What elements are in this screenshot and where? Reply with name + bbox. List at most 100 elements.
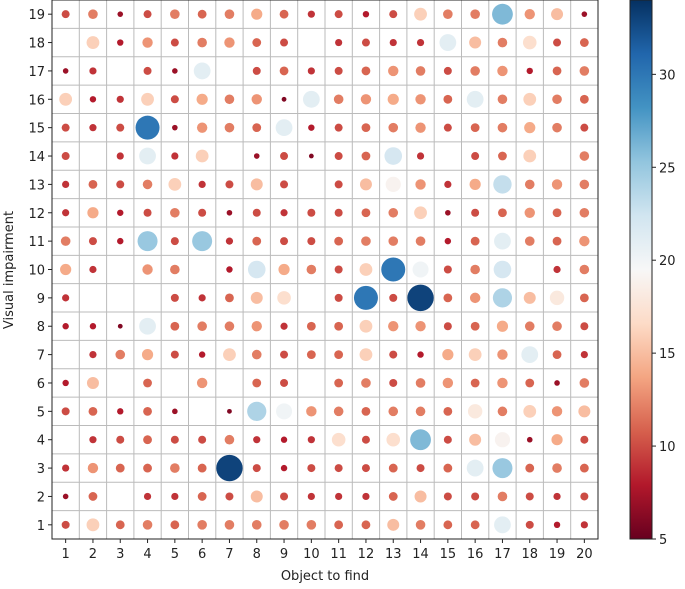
bubble: [361, 435, 370, 444]
bubble: [443, 435, 452, 444]
y-tick-label: 1: [37, 519, 45, 534]
bubble: [135, 115, 160, 140]
bubble: [308, 124, 315, 131]
bubble: [60, 263, 72, 276]
bubble: [307, 208, 316, 217]
bubble: [580, 322, 589, 331]
bubble: [361, 520, 371, 530]
bubble: [225, 293, 234, 303]
bubble: [334, 180, 343, 189]
bubble: [388, 492, 398, 501]
bubble: [198, 294, 206, 302]
bubble: [442, 349, 454, 361]
bubble: [302, 90, 320, 108]
bubble: [170, 9, 180, 19]
bubble: [226, 266, 233, 273]
bubble: [198, 435, 207, 444]
x-tick-label: 2: [89, 547, 97, 562]
bubble: [307, 492, 315, 501]
bubble: [359, 178, 372, 191]
bubble: [171, 492, 179, 501]
bubble: [334, 378, 344, 388]
bubble: [415, 179, 426, 190]
bubble: [522, 35, 537, 50]
bubble: [388, 321, 399, 332]
bubble: [333, 406, 344, 417]
bubble: [280, 464, 288, 472]
colorbar-tick-label: 20: [659, 254, 676, 269]
bubble: [252, 123, 262, 133]
bubble: [172, 68, 178, 74]
bubble: [251, 94, 262, 105]
bubble: [62, 294, 70, 302]
bubble: [280, 350, 289, 359]
bubble: [361, 378, 371, 388]
bubble: [388, 207, 399, 218]
bubble: [553, 265, 561, 274]
bubble: [469, 292, 481, 304]
bubble: [494, 232, 511, 250]
x-tick-label: 8: [253, 547, 261, 562]
bubble: [279, 66, 289, 76]
bubble: [552, 463, 562, 473]
bubble: [387, 518, 400, 531]
bubble: [225, 492, 234, 501]
bubble: [442, 377, 454, 389]
bubble: [335, 38, 343, 47]
bubble: [334, 66, 343, 75]
bubble: [552, 236, 562, 246]
bubble: [251, 321, 262, 332]
bubble: [334, 520, 344, 530]
bubble: [88, 9, 98, 19]
bubble: [579, 151, 590, 161]
bubble: [526, 67, 533, 75]
bubble: [552, 122, 562, 133]
bubble: [172, 408, 178, 415]
bubble: [141, 92, 154, 106]
y-tick-label: 12: [28, 207, 45, 222]
bubble: [415, 66, 426, 76]
bubble: [62, 493, 69, 500]
bubble: [551, 179, 563, 190]
bubble: [497, 37, 508, 48]
bubble: [524, 179, 535, 190]
bubble: [142, 179, 153, 190]
bubble: [86, 376, 99, 389]
bubble: [61, 407, 70, 416]
y-tick-label: 19: [28, 8, 45, 23]
bubble: [62, 209, 70, 217]
bubble: [361, 406, 371, 416]
bubble: [252, 66, 261, 75]
bubble: [170, 463, 180, 473]
bubble: [280, 152, 289, 161]
bubble: [524, 236, 535, 246]
bubble: [359, 319, 373, 333]
bubble: [197, 520, 207, 530]
x-tick-label: 3: [116, 547, 124, 562]
bubble: [578, 405, 591, 418]
bubble: [143, 208, 152, 217]
bubble: [334, 265, 343, 274]
bubble: [143, 463, 152, 473]
bubble: [193, 62, 211, 80]
bubble: [443, 94, 453, 104]
bubble: [361, 123, 371, 133]
bubble: [59, 92, 73, 106]
bubble: [89, 124, 97, 132]
bubble: [88, 179, 98, 189]
y-tick-label: 4: [37, 434, 45, 449]
bubble: [279, 520, 289, 530]
bubble: [525, 520, 534, 529]
y-tick-label: 18: [28, 37, 45, 52]
bubble: [116, 152, 124, 160]
bubble: [61, 123, 70, 132]
bubble: [579, 66, 590, 76]
bubble: [414, 206, 427, 220]
bubble: [470, 66, 480, 76]
bubble: [251, 8, 263, 20]
bubble: [523, 291, 536, 304]
bubble: [549, 290, 565, 306]
bubble: [307, 464, 316, 473]
bubble: [170, 207, 180, 218]
bubble: [139, 317, 156, 335]
